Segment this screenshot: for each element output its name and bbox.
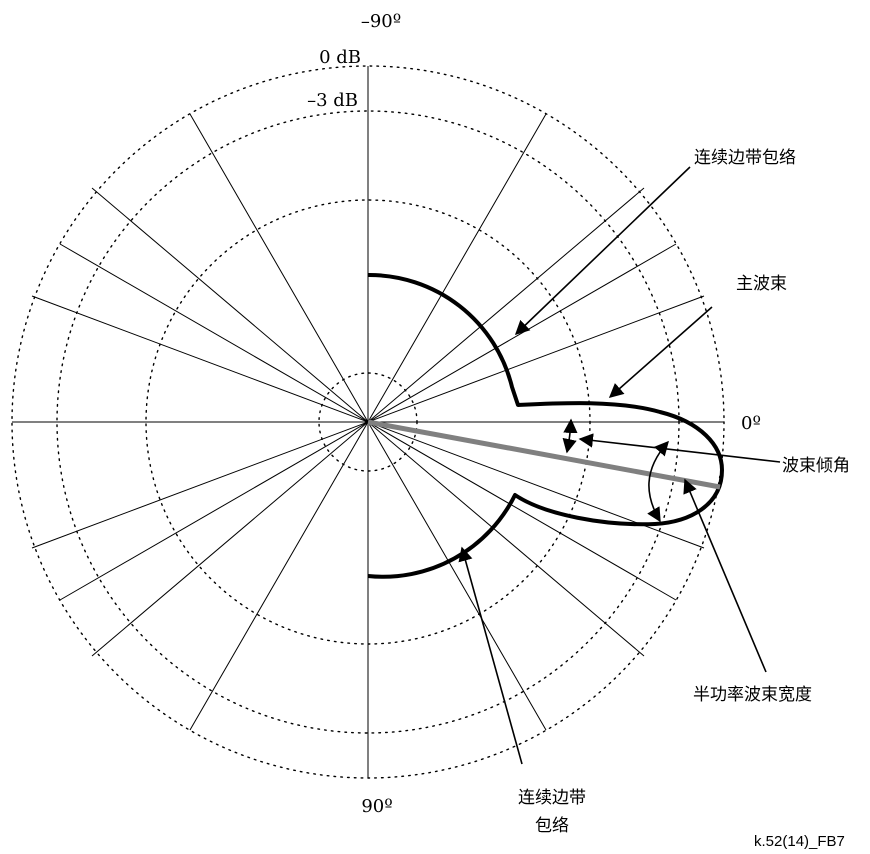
label-sideband-upper: 连续边带包络 — [694, 148, 796, 168]
radiation-pattern-curve — [367, 272, 724, 579]
callout-arrows — [458, 166, 781, 765]
callout-arrow-tilt-angle — [578, 433, 781, 463]
label-0db: 0 dB — [319, 47, 361, 68]
label-tilt-angle: 波束倾角 — [782, 456, 850, 476]
label-half-power-beamwidth: 半功率波束宽度 — [693, 685, 812, 705]
label-90: 90º — [361, 796, 392, 817]
label-sideband-lower-2: 包络 — [535, 816, 569, 836]
label-minus-3db: –3 dB — [307, 90, 358, 111]
callout-arrow-sideband-lower — [458, 546, 523, 765]
label-main-beam: 主波束 — [736, 274, 787, 294]
tilt-angle-arc — [562, 418, 578, 454]
beamwidth-arc — [647, 440, 669, 523]
callout-arrow-main-beam — [608, 306, 713, 398]
label-minus-90: –90º — [361, 11, 401, 32]
callout-arrow-beamwidth — [683, 478, 767, 673]
callout-arrow-sideband-upper — [514, 166, 691, 335]
label-0-deg: 0º — [741, 413, 761, 434]
figure-id: k.52(14)_FB7 — [754, 833, 845, 850]
label-sideband-lower-1: 连续边带 — [518, 788, 586, 808]
beam-tilt-line — [367, 419, 721, 490]
